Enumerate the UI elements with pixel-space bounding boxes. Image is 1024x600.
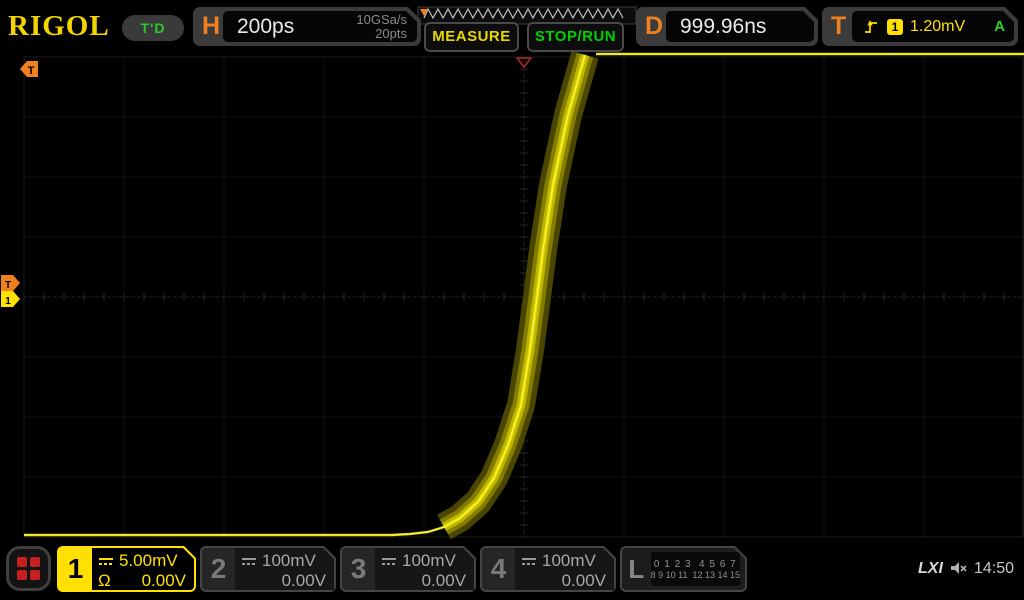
channel-1-tab[interactable]: 1 5.00mV Ω 0.00V [57,546,196,592]
digital-channels-row1: 0 1 2 3 4 5 6 7 [653,558,737,570]
channel-2-offset: 0.00V [281,571,326,590]
channel-1-number: 1 [59,548,92,590]
dc-coupling-icon [521,556,537,566]
clock: 14:50 [974,560,1015,577]
channel-3-scale: 100mV [402,551,456,570]
trigger-level-marker[interactable] [1,275,20,291]
channel-2-number: 2 [210,553,227,584]
channel-2-tab[interactable]: 2 100mV 0.00V [200,546,336,592]
sample-rate: 10GSa/s [356,11,407,27]
memory-depth: 20pts [375,25,407,41]
channel-1-scale: 5.00mV [119,551,178,570]
delay-value: 999.96ns [680,14,767,38]
horizontal-label: H [202,12,221,40]
trigger-level-value: 1.20mV [910,17,966,35]
svg-text:T: T [28,65,35,77]
channel-4-number: 4 [490,553,507,584]
channel-1-offset: 0.00V [141,571,186,590]
lxi-indicator: LXI [918,560,943,577]
digital-channels-tab[interactable]: L 0 1 2 3 4 5 6 7 8 9 10 11 12 13 14 15 [620,546,747,592]
speaker-muted-icon [951,562,967,574]
channel-4-offset: 0.00V [561,571,606,590]
trigger-source-badge: 1 [887,19,903,35]
main-menu-button[interactable] [6,546,51,591]
trigger-panel[interactable]: T 1 1.20mV A [822,7,1018,46]
dc-coupling-icon [241,556,257,566]
svg-text:T: T [5,280,11,291]
delay-panel[interactable]: D 999.96ns [636,7,818,46]
horizontal-settings-panel[interactable]: H 200ps 10GSa/s 20pts [193,7,421,46]
trigger-label: T [831,12,847,40]
rigol-logo: RIGOL [8,10,110,42]
channel-3-offset: 0.00V [421,571,466,590]
channel-3-number: 3 [350,553,367,584]
measure-button[interactable]: MEASURE [424,22,519,52]
channel-3-tab[interactable]: 3 100mV 0.00V [340,546,476,592]
delay-label: D [645,12,664,40]
delay-position-marker[interactable] [515,57,533,69]
channel-4-scale: 100mV [542,551,596,570]
timebase-value: 200ps [237,14,295,38]
channel-2-scale: 100mV [262,551,316,570]
dc-coupling-icon [381,556,397,566]
rising-edge-trigger-icon [864,19,880,35]
grid-menu-icon [17,557,40,580]
svg-text:1: 1 [5,296,11,307]
memory-waveform-overview [423,7,624,20]
digital-label: L [628,554,645,584]
channel-1-position-marker[interactable] [1,291,20,307]
channel-4-tab[interactable]: 4 100mV 0.00V [480,546,616,592]
digital-channels-row2: 8 9 10 11 12 13 14 15 [650,569,740,580]
trigger-position-offscreen-marker[interactable] [20,61,38,77]
trigger-sweep-mode: A [994,18,1005,35]
channel-1-impedance: Ω [98,571,111,590]
memory-trigger-marker [420,9,428,16]
dc-coupling-icon [98,556,114,566]
trigger-status-badge: T'D [122,15,184,41]
stop-run-button[interactable]: STOP/RUN [527,22,624,52]
